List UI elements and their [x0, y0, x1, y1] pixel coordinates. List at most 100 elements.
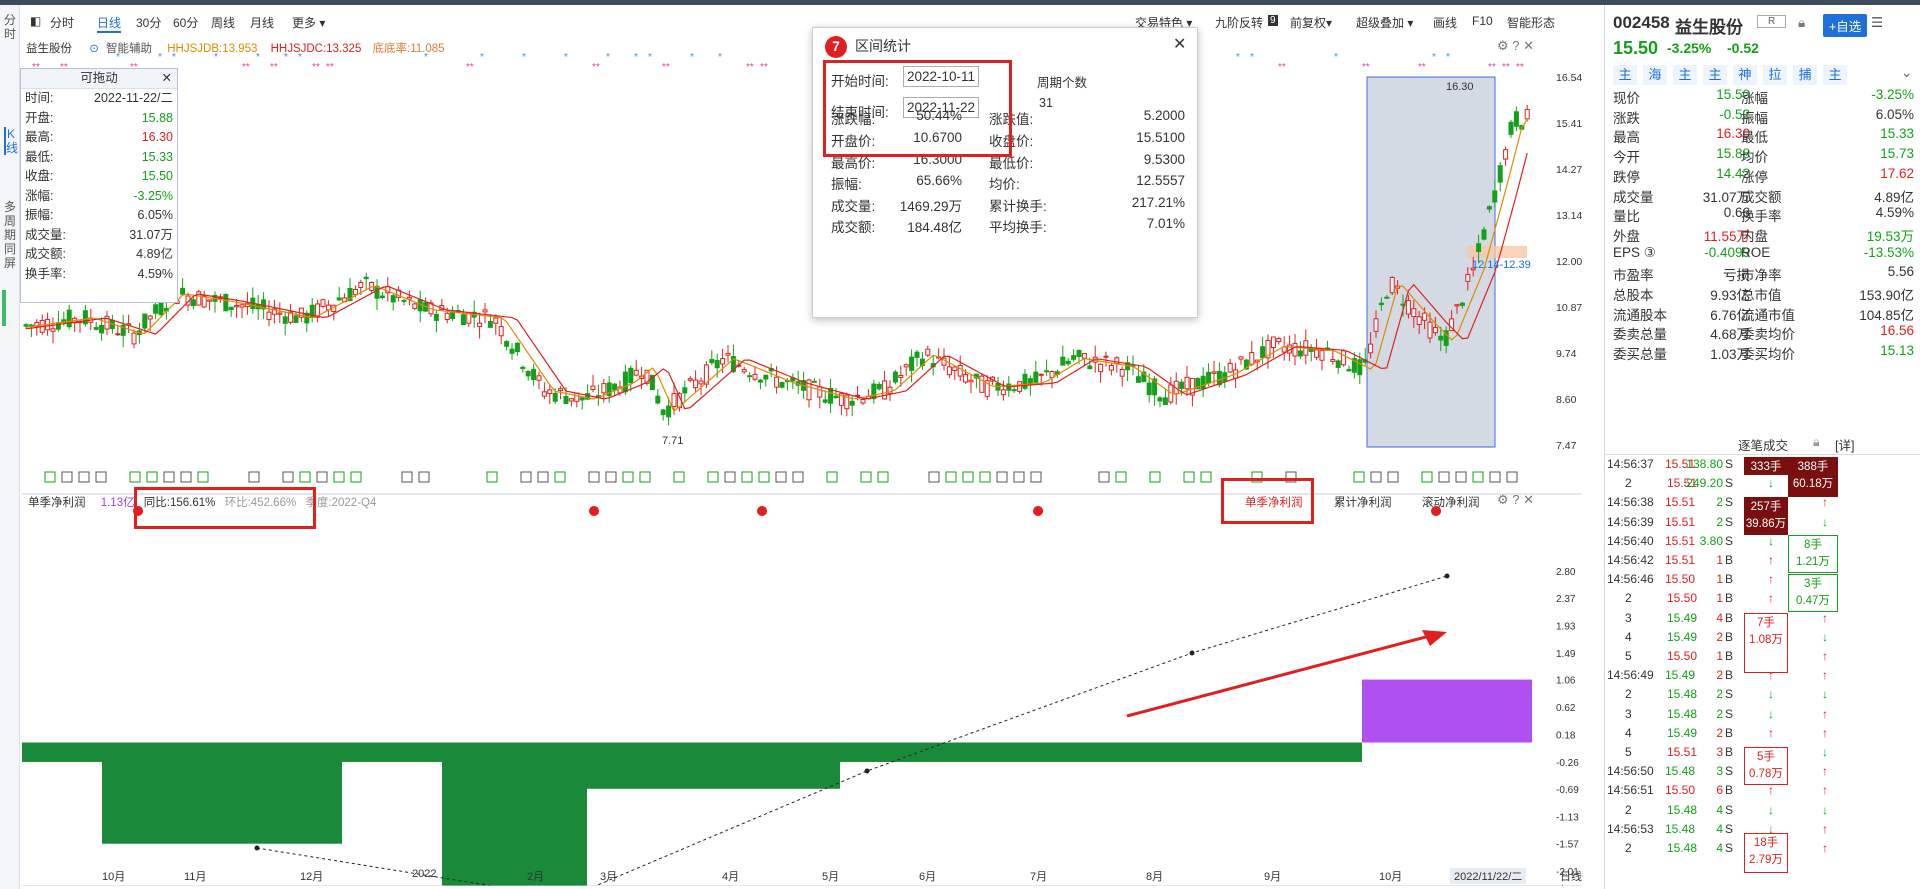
- menu-nine-reversal[interactable]: 九阶反转: [1215, 16, 1264, 30]
- event-badge[interactable]: [486, 471, 498, 483]
- event-badge[interactable]: [554, 471, 566, 483]
- rail-scroll-indicator[interactable]: [2, 290, 6, 326]
- event-badge[interactable]: [282, 471, 294, 483]
- tab-monthly[interactable]: 月线: [250, 16, 275, 30]
- event-badge[interactable]: [775, 471, 787, 483]
- profit-bar[interactable]: [22, 742, 102, 762]
- lock-icon[interactable]: 🔒︎: [1813, 435, 1820, 449]
- event-badge[interactable]: [1200, 471, 1212, 483]
- tag-chip[interactable]: 主: [1823, 65, 1847, 85]
- event-badge[interactable]: [1285, 471, 1297, 483]
- tab-30min[interactable]: 30分: [136, 16, 162, 30]
- event-badge[interactable]: [1030, 471, 1042, 483]
- event-badge[interactable]: [707, 471, 719, 483]
- event-badge[interactable]: [401, 471, 413, 483]
- menu-trade-feature[interactable]: 交易特色 ▾: [1135, 16, 1193, 30]
- event-badge[interactable]: [78, 471, 90, 483]
- menu-adjust[interactable]: 前复权▾: [1290, 16, 1333, 30]
- event-badge[interactable]: [1098, 471, 1110, 483]
- event-badge[interactable]: [826, 471, 838, 483]
- menu-f10[interactable]: F10: [1472, 14, 1493, 28]
- event-badge[interactable]: [1251, 471, 1263, 483]
- event-badge[interactable]: [928, 471, 940, 483]
- tag-chip[interactable]: 主: [1703, 65, 1727, 85]
- draggable-panel[interactable]: 可拖动 ✕ 时间: 2022-11-22/二 开盘: 15.88 最高: 16.30 最低: 1…: [20, 68, 178, 303]
- event-badge[interactable]: [996, 471, 1008, 483]
- event-badge[interactable]: [724, 471, 736, 483]
- event-badge[interactable]: [333, 471, 345, 483]
- event-badge[interactable]: [1455, 471, 1467, 483]
- event-badge[interactable]: [316, 471, 328, 483]
- event-badge[interactable]: [418, 471, 430, 483]
- lock-icon[interactable]: 🔒︎: [1798, 15, 1806, 30]
- pin-icon[interactable]: [757, 506, 768, 526]
- event-badge[interactable]: [1421, 471, 1433, 483]
- event-badge[interactable]: [44, 471, 56, 483]
- profit-bar[interactable]: [840, 742, 1112, 762]
- event-badge[interactable]: [1353, 471, 1365, 483]
- pin-icon[interactable]: [589, 506, 600, 526]
- tab-quarter-profit[interactable]: 单季净利润: [1245, 497, 1303, 509]
- event-badge[interactable]: [61, 471, 73, 483]
- event-badge[interactable]: [1013, 471, 1025, 483]
- ticks-detail-link[interactable]: [详]: [1835, 439, 1855, 453]
- tag-chip[interactable]: 主: [1673, 65, 1697, 85]
- menu-icon[interactable]: ☰: [1871, 15, 1884, 30]
- event-badge[interactable]: [979, 471, 991, 483]
- event-badge[interactable]: [163, 471, 175, 483]
- profit-bar[interactable]: [442, 742, 587, 887]
- pane-tools-icon[interactable]: ⚙ ? ✕: [1497, 492, 1535, 507]
- event-badge[interactable]: [673, 471, 685, 483]
- event-badge[interactable]: [180, 471, 192, 483]
- event-badge[interactable]: [639, 471, 651, 483]
- tab-timeshare[interactable]: 分时: [50, 16, 75, 30]
- tab-60min[interactable]: 60分: [173, 16, 199, 30]
- tag-chip[interactable]: 神: [1733, 65, 1757, 85]
- event-badge[interactable]: [860, 471, 872, 483]
- event-badge[interactable]: [1115, 471, 1127, 483]
- expand-icon[interactable]: ⌄: [1901, 65, 1913, 80]
- event-badge[interactable]: [945, 471, 957, 483]
- menu-draw[interactable]: 画线: [1433, 16, 1458, 30]
- event-badge[interactable]: [1489, 471, 1501, 483]
- event-badge[interactable]: [758, 471, 770, 483]
- event-badge[interactable]: [146, 471, 158, 483]
- event-badge[interactable]: [1370, 471, 1382, 483]
- main-tools-icon[interactable]: ⚙ ? ✕: [1497, 38, 1535, 53]
- event-badge[interactable]: [792, 471, 804, 483]
- menu-smart-pattern[interactable]: 智能形态: [1507, 16, 1556, 30]
- event-badge[interactable]: [520, 471, 532, 483]
- event-badge[interactable]: [1438, 471, 1450, 483]
- end-time-input[interactable]: 2022-11-22: [903, 97, 980, 118]
- event-badge[interactable]: [1472, 471, 1484, 483]
- event-badge[interactable]: [877, 471, 889, 483]
- event-badge[interactable]: [248, 471, 260, 483]
- event-badge[interactable]: [1387, 471, 1399, 483]
- tab-more[interactable]: 更多 ▾: [292, 16, 326, 30]
- profit-bar[interactable]: [587, 742, 840, 789]
- profit-bar[interactable]: [102, 742, 342, 844]
- layout-icon[interactable]: ◧: [30, 14, 42, 28]
- profit-bar[interactable]: [1112, 742, 1362, 762]
- close-icon[interactable]: ✕: [161, 71, 172, 85]
- event-badge[interactable]: [1183, 471, 1195, 483]
- event-badge[interactable]: [962, 471, 974, 483]
- dropdown-icon[interactable]: ⊙: [89, 43, 99, 55]
- tab-rolling-profit[interactable]: 滚动净利润: [1422, 497, 1480, 509]
- event-badge[interactable]: [605, 471, 617, 483]
- event-badge[interactable]: [741, 471, 753, 483]
- tag-chip[interactable]: 拉: [1763, 65, 1787, 85]
- tab-weekly[interactable]: 周线: [211, 16, 236, 30]
- event-badge[interactable]: [1149, 471, 1161, 483]
- x-tick[interactable]: 日线: [1560, 871, 1582, 883]
- pin-icon[interactable]: [1431, 506, 1442, 526]
- menu-overlay[interactable]: 超级叠加 ▾: [1356, 16, 1414, 30]
- event-badge[interactable]: [350, 471, 362, 483]
- event-badge[interactable]: [537, 471, 549, 483]
- tab-cumulative-profit[interactable]: 累计净利润: [1334, 497, 1392, 509]
- start-time-input[interactable]: 2022-10-11: [903, 66, 980, 87]
- close-icon[interactable]: ✕: [1173, 36, 1187, 53]
- smart-assist-label[interactable]: 智能辅助: [106, 43, 153, 55]
- rail-tab-multi[interactable]: 多周期同屏: [4, 200, 17, 270]
- profit-bar[interactable]: [1362, 679, 1532, 743]
